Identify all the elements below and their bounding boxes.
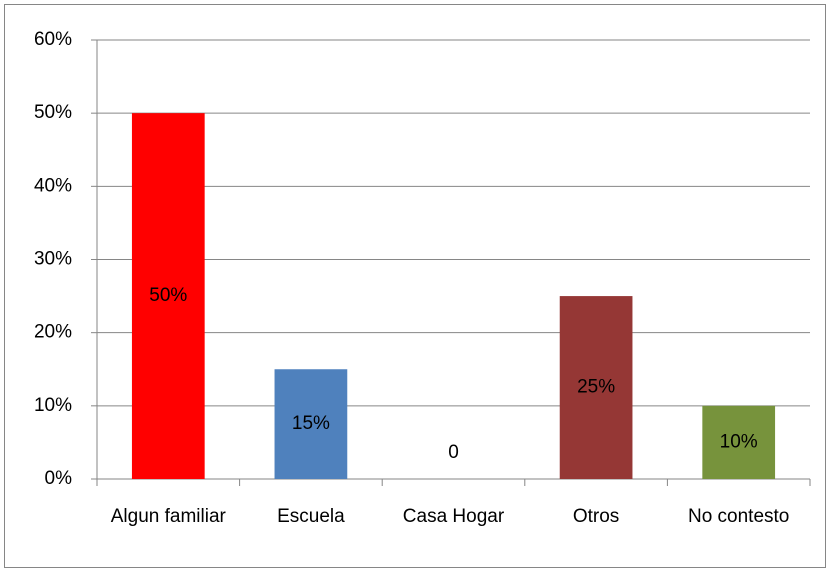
x-tick-label: Casa Hogar bbox=[403, 506, 505, 527]
y-tick-label: 20% bbox=[34, 322, 72, 343]
y-tick-label: 60% bbox=[34, 29, 72, 50]
y-tick-label: 50% bbox=[34, 102, 72, 123]
y-tick-label: 0% bbox=[45, 468, 73, 489]
y-tick-label: 40% bbox=[34, 175, 72, 196]
bar bbox=[131, 113, 205, 480]
x-tick-label: Algun familiar bbox=[111, 506, 227, 527]
data-label: 50% bbox=[149, 285, 187, 306]
x-tick-label: No contesto bbox=[688, 506, 789, 527]
data-label: 25% bbox=[577, 377, 615, 398]
data-label: 15% bbox=[292, 413, 330, 434]
data-label: 0 bbox=[448, 442, 459, 463]
data-label: 10% bbox=[720, 431, 758, 452]
x-tick-label: Otros bbox=[573, 506, 619, 527]
y-tick-label: 10% bbox=[34, 395, 72, 416]
y-tick-label: 30% bbox=[34, 249, 72, 270]
x-tick-label: Escuela bbox=[277, 506, 345, 527]
bar bbox=[559, 296, 633, 479]
bar bbox=[702, 405, 776, 479]
bar bbox=[274, 369, 348, 479]
chart-border bbox=[4, 4, 826, 568]
